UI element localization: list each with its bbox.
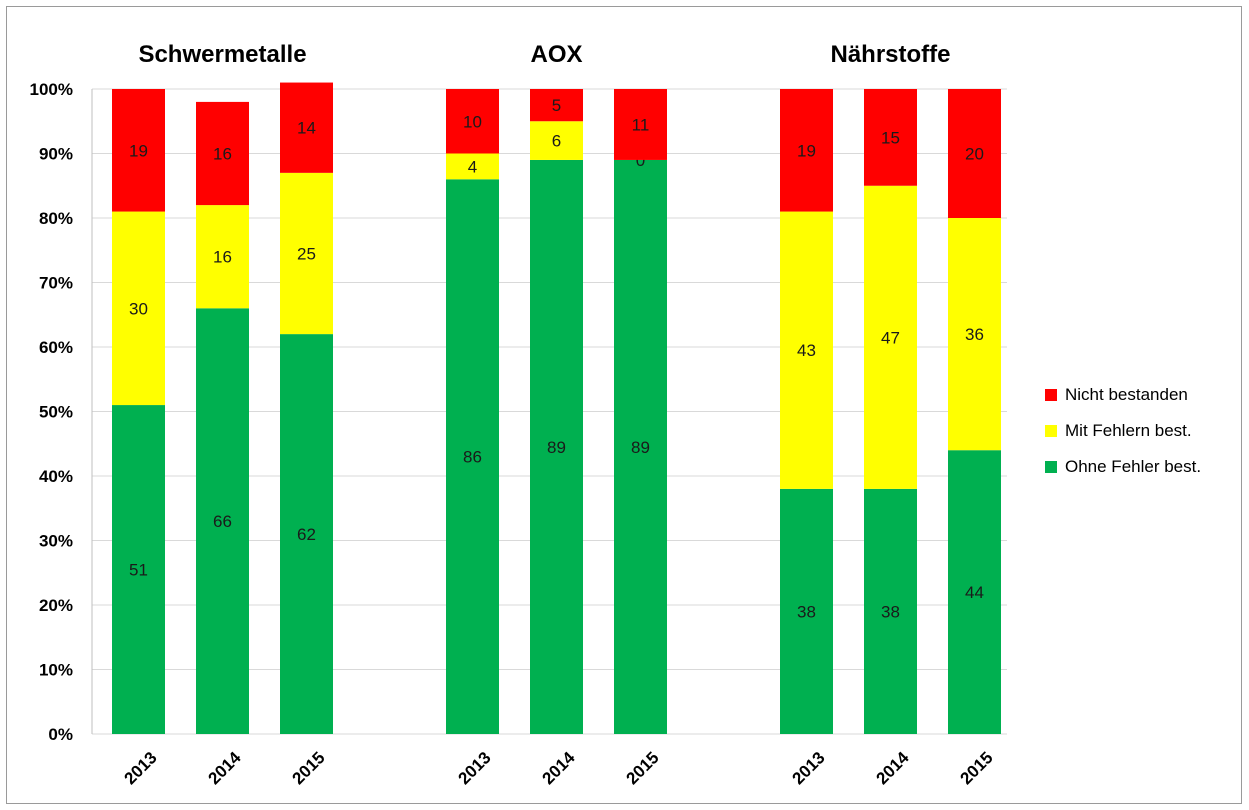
- data-label: 10: [463, 112, 482, 131]
- x-tick-label: 2014: [873, 748, 914, 789]
- group-titles: Schwermetalle AOX Nährstoffe: [138, 41, 950, 68]
- data-label: 43: [797, 341, 816, 360]
- data-label: 11: [632, 115, 650, 134]
- group-title: AOX: [530, 41, 582, 68]
- legend-swatch: [1045, 461, 1057, 473]
- data-label: 89: [631, 438, 650, 457]
- y-tick-label: 10%: [39, 661, 73, 680]
- data-label: 20: [965, 145, 984, 164]
- data-label: 44: [965, 583, 984, 602]
- data-label: 14: [297, 119, 316, 138]
- data-label: 47: [881, 328, 900, 347]
- y-tick-label: 20%: [39, 596, 73, 615]
- legend: Nicht bestanden Mit Fehlern best. Ohne Feh…: [1045, 385, 1201, 476]
- y-tick-label: 70%: [39, 274, 73, 293]
- data-label: 30: [129, 299, 148, 318]
- y-axis: 0% 10% 20% 30% 40% 50% 60% 70% 80% 90% 100%: [30, 80, 92, 744]
- y-tick-label: 80%: [39, 209, 73, 228]
- bars: 5130196616166225148641089658901138431938…: [112, 83, 1001, 734]
- data-label: 15: [881, 128, 900, 147]
- x-tick-label: 2015: [623, 748, 663, 788]
- y-tick-label: 90%: [39, 145, 73, 164]
- legend-label: Nicht bestanden: [1065, 385, 1188, 404]
- data-label: 51: [129, 561, 148, 580]
- stacked-bar-chart: 0% 10% 20% 30% 40% 50% 60% 70% 80% 90% 100% Schwer…: [7, 7, 1243, 805]
- data-label: 62: [297, 525, 316, 544]
- y-tick-label: 40%: [39, 467, 73, 486]
- x-tick-label: 2015: [289, 748, 329, 788]
- y-tick-label: 60%: [39, 338, 73, 357]
- x-tick-label: 2013: [121, 748, 161, 788]
- x-tick-label: 2013: [789, 748, 829, 788]
- data-label: 4: [468, 157, 477, 176]
- data-label: 19: [797, 141, 816, 160]
- y-tick-label: 0%: [48, 725, 73, 744]
- group-title: Nährstoffe: [830, 41, 950, 68]
- y-tick-label: 100%: [30, 80, 73, 99]
- data-label: 16: [213, 248, 232, 267]
- y-tick-label: 30%: [39, 532, 73, 551]
- data-label: 86: [463, 448, 482, 467]
- y-tick-label: 50%: [39, 403, 73, 422]
- x-tick-label: 2014: [539, 748, 580, 789]
- data-label: 25: [297, 244, 316, 263]
- data-label: 36: [965, 325, 984, 344]
- data-label: 38: [797, 602, 816, 621]
- data-label: 89: [547, 438, 566, 457]
- x-tick-label: 2015: [957, 748, 997, 788]
- legend-swatch: [1045, 389, 1057, 401]
- data-label: 19: [129, 141, 148, 160]
- data-label: 5: [552, 96, 561, 115]
- x-axis-labels: 2013 2014 2015 2013 2014 2015 2013 2014 2015: [121, 748, 997, 789]
- legend-swatch: [1045, 425, 1057, 437]
- data-label: 6: [552, 132, 561, 151]
- data-label: 16: [213, 145, 232, 164]
- x-tick-label: 2014: [205, 748, 246, 789]
- data-label: 38: [881, 602, 900, 621]
- chart-frame: 0% 10% 20% 30% 40% 50% 60% 70% 80% 90% 100% Schwer…: [6, 6, 1242, 804]
- group-title: Schwermetalle: [138, 41, 306, 68]
- x-tick-label: 2013: [455, 748, 495, 788]
- legend-label: Mit Fehlern best.: [1065, 421, 1192, 440]
- data-label: 66: [213, 512, 232, 531]
- legend-label: Ohne Fehler best.: [1065, 457, 1201, 476]
